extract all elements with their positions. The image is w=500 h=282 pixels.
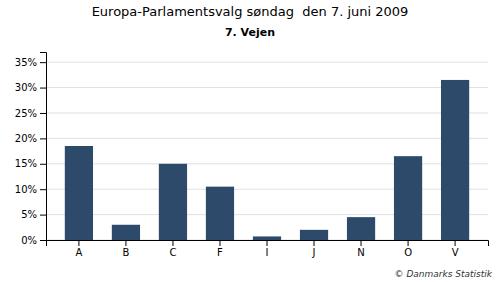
y-tick-mark	[40, 240, 46, 241]
x-tick: O	[404, 240, 412, 258]
y-tick-label: 0%	[21, 235, 37, 246]
bar	[65, 146, 93, 240]
bar	[206, 187, 234, 240]
y-tick-label: 20%	[15, 133, 37, 144]
y-tick-label: 35%	[15, 57, 37, 68]
y-tick-mark	[40, 164, 46, 165]
bar	[441, 80, 469, 240]
x-axis-line	[47, 241, 489, 247]
grid-line	[46, 87, 488, 88]
x-tick-mark	[172, 240, 173, 246]
y-tick: 0%	[21, 235, 46, 246]
y-tick-mark	[40, 138, 46, 139]
plot: 0% 5% 10% 15% 20% 25% 30% 35% A B C F I J N O V	[15, 53, 489, 259]
x-tick-mark	[125, 240, 126, 246]
x-tick-mark	[361, 240, 362, 246]
x-tick-mark	[455, 240, 456, 246]
bar	[300, 230, 328, 240]
x-tick-mark	[219, 240, 220, 246]
x-tick-label: V	[452, 247, 459, 258]
x-tick: I	[266, 240, 269, 258]
subtitle: 7. Vejen	[225, 26, 275, 39]
x-tick: A	[75, 240, 82, 258]
x-tick-mark	[314, 240, 315, 246]
x-tick-mark	[267, 240, 268, 246]
y-tick-mark	[40, 113, 46, 114]
x-tick: C	[169, 240, 176, 258]
x-tick-label: I	[266, 247, 269, 258]
x-tick: B	[122, 240, 129, 258]
y-tick-mark	[40, 88, 46, 89]
x-tick-mark	[408, 240, 409, 246]
x-tick-mark	[78, 240, 79, 246]
x-tick-label: O	[404, 247, 412, 258]
y-tick: 5%	[21, 209, 46, 220]
x-tick-label: F	[217, 247, 223, 258]
grid	[46, 62, 488, 240]
y-tick-mark	[40, 215, 46, 216]
grid-line	[46, 112, 488, 113]
x-tick-label: N	[357, 247, 364, 258]
y-axis-line	[40, 53, 47, 241]
x-tick-label: J	[312, 247, 316, 258]
x-tick: J	[312, 240, 316, 258]
y-tick: 30%	[15, 82, 46, 93]
bar	[394, 156, 422, 240]
y-tick-mark	[40, 62, 46, 63]
chart: Europa-Parlamentsvalg søndag den 7. juni…	[0, 0, 500, 282]
y-tick-label: 25%	[15, 108, 37, 119]
y-tick-label: 5%	[21, 209, 37, 220]
bars	[65, 80, 469, 240]
annotation: © Danmarks Statistik	[395, 269, 493, 279]
bar	[159, 164, 187, 240]
y-axis: 0% 5% 10% 15% 20% 25% 30% 35%	[15, 53, 47, 246]
grid-line	[46, 62, 488, 63]
bar	[253, 236, 281, 240]
y-tick-label: 30%	[15, 82, 37, 93]
x-tick: F	[217, 240, 223, 258]
y-tick: 20%	[15, 133, 46, 144]
bar	[112, 225, 140, 240]
x-tick-label: C	[169, 247, 176, 258]
x-tick: V	[452, 240, 459, 258]
x-tick: N	[357, 240, 364, 258]
y-tick-mark	[40, 189, 46, 190]
y-tick-label: 10%	[15, 184, 37, 195]
y-tick: 15%	[15, 158, 46, 169]
bar	[347, 217, 375, 240]
grid-line	[46, 138, 488, 139]
title: Europa-Parlamentsvalg søndag den 7. juni…	[92, 4, 409, 19]
x-axis: ABCFIJNOV	[47, 240, 489, 258]
x-tick-label: B	[122, 247, 129, 258]
y-tick: 35%	[15, 57, 46, 68]
y-tick-label: 15%	[15, 158, 37, 169]
y-tick: 25%	[15, 108, 46, 119]
y-tick: 10%	[15, 184, 46, 195]
x-tick-label: A	[75, 247, 82, 258]
